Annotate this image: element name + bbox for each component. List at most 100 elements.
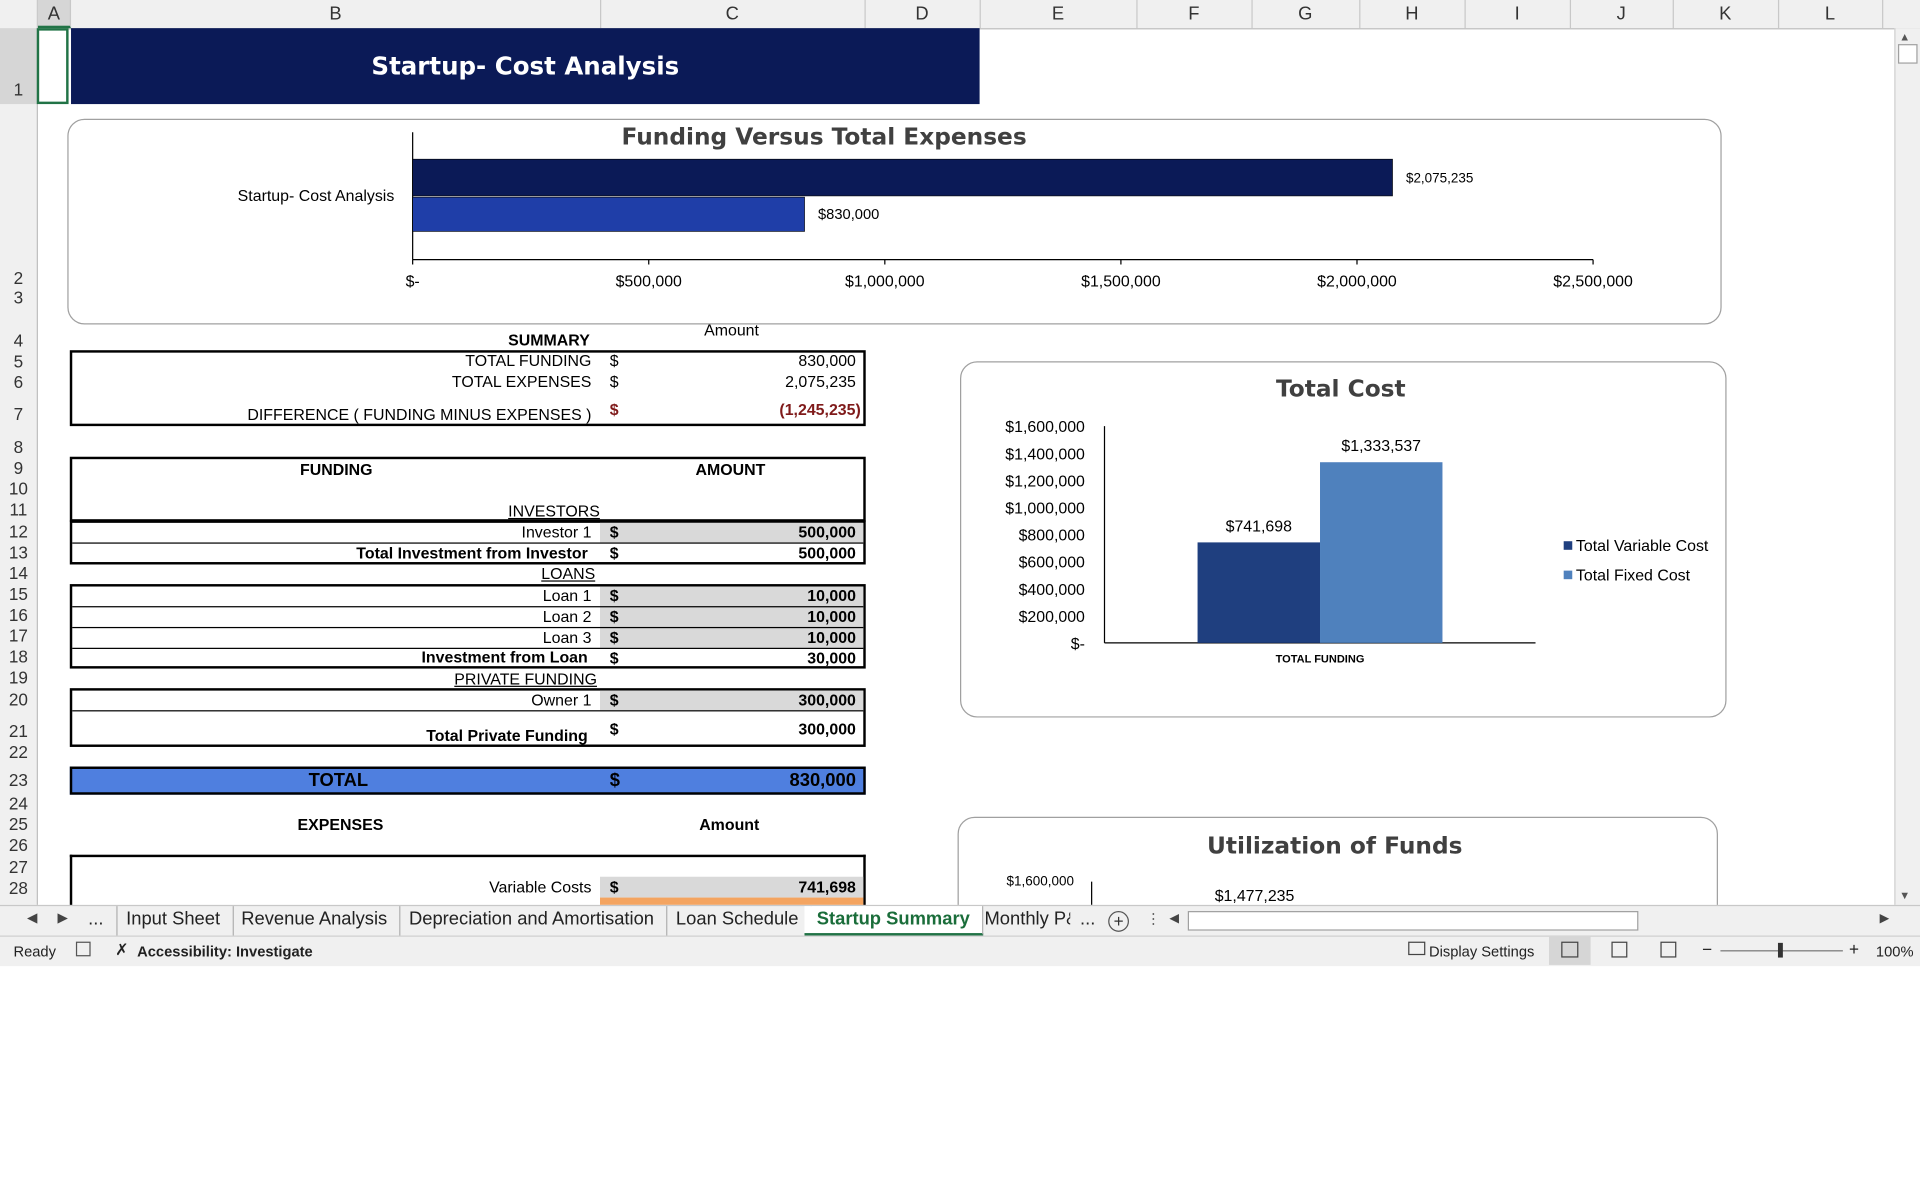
row-header-20[interactable]: 20 (8, 689, 28, 709)
column-header-i[interactable]: I (1465, 0, 1572, 29)
row-header-27[interactable]: 27 (8, 857, 28, 877)
row-header-25[interactable]: 25 (8, 814, 28, 834)
tab-monthly-pl[interactable]: Monthly P& (984, 908, 1071, 930)
private-total-cur[interactable]: $ (609, 720, 619, 739)
column-header-j[interactable]: J (1570, 0, 1674, 29)
row-header-12[interactable]: 12 (8, 521, 28, 542)
tab-more-right[interactable]: ... (1080, 908, 1096, 930)
loan2-value[interactable]: 10,000 (807, 607, 856, 626)
tab-scroll-right-icon[interactable]: ▶ (57, 911, 68, 926)
summary-cur-difference[interactable]: $ (609, 400, 619, 419)
loan2-label[interactable]: Loan 2 (542, 607, 592, 626)
tab-depreciation-amortisation[interactable]: Depreciation and Amortisation (397, 906, 668, 936)
zoom-in-icon[interactable]: + (1848, 939, 1860, 959)
status-display-settings[interactable]: Display Settings (1428, 942, 1535, 961)
select-all-corner[interactable] (0, 0, 38, 29)
summary-cur-total-funding[interactable]: $ (609, 351, 619, 370)
row-header-8[interactable]: 8 (13, 437, 24, 457)
zoom-out-icon[interactable]: − (1702, 939, 1713, 959)
row-header-13[interactable]: 13 (8, 542, 28, 563)
variable-costs-cur[interactable]: $ (609, 877, 619, 897)
row-header-21[interactable]: 21 (8, 721, 28, 741)
vertical-scrollbar[interactable]: ▲ ▼ (1894, 28, 1920, 905)
loan3-label[interactable]: Loan 3 (542, 628, 592, 647)
investor1-cur[interactable]: $ (609, 522, 619, 542)
column-header-b[interactable]: B (71, 0, 602, 29)
total-label[interactable]: TOTAL (308, 770, 369, 792)
variable-costs-label[interactable]: Variable Costs (489, 877, 592, 897)
add-sheet-icon[interactable]: + (1108, 911, 1129, 932)
column-header-g[interactable]: G (1251, 0, 1361, 29)
row-header-5[interactable]: 5 (13, 351, 24, 372)
row-header-22[interactable]: 22 (8, 742, 28, 762)
loan-total-cur[interactable]: $ (609, 648, 619, 668)
private-total-value[interactable]: 300,000 (798, 720, 856, 739)
scroll-down-icon[interactable]: ▼ (1899, 888, 1911, 902)
row-header-28[interactable]: 28 (8, 877, 28, 898)
total-value[interactable]: 830,000 (789, 770, 856, 792)
status-zoom[interactable]: 100% (1875, 942, 1914, 961)
row-header-3[interactable]: 3 (13, 287, 24, 308)
column-header-l[interactable]: L (1778, 0, 1884, 29)
tab-startup-summary[interactable]: Startup Summary (804, 906, 984, 936)
column-header-c[interactable]: C (600, 0, 866, 29)
column-header-d[interactable]: D (864, 0, 981, 29)
row-header-2[interactable]: 2 (13, 268, 24, 288)
total-cur[interactable]: $ (609, 770, 621, 792)
summary-value-total-funding[interactable]: 830,000 (798, 351, 856, 370)
row-header-18[interactable]: 18 (8, 646, 28, 667)
investor1-label[interactable]: Investor 1 (521, 522, 592, 542)
hscroll-right-icon[interactable]: ▶ (1879, 912, 1890, 926)
normal-view-button[interactable] (1548, 936, 1591, 965)
row-header-7[interactable]: 7 (13, 404, 24, 424)
tab-split-handle-icon[interactable]: ⋮ (1146, 909, 1161, 927)
loan1-label[interactable]: Loan 1 (542, 586, 592, 605)
summary-value-difference[interactable]: (1,245,235) (779, 400, 861, 419)
column-header-k[interactable]: K (1673, 0, 1780, 29)
investor1-value[interactable]: 500,000 (798, 522, 856, 542)
vertical-scroll-thumb[interactable] (1897, 44, 1918, 64)
tab-more-left[interactable]: ... (76, 906, 117, 936)
tab-input-sheet[interactable]: Input Sheet (114, 906, 234, 936)
summary-label-total-funding[interactable]: TOTAL FUNDING (465, 351, 592, 370)
summary-value-total-expenses[interactable]: 2,075,235 (785, 372, 856, 391)
tab-revenue-analysis[interactable]: Revenue Analysis (229, 906, 401, 936)
macro-record-icon[interactable] (75, 941, 91, 957)
status-accessibility[interactable]: Accessibility: Investigate (137, 942, 313, 961)
summary-cur-total-expenses[interactable]: $ (609, 372, 619, 391)
row-header-6[interactable]: 6 (13, 372, 24, 392)
chart-funding-vs-expenses[interactable] (67, 118, 1722, 325)
loan2-cur[interactable]: $ (609, 607, 619, 626)
row-header-17[interactable]: 17 (8, 625, 28, 646)
loan3-value[interactable]: 10,000 (807, 628, 856, 647)
row-header-16[interactable]: 16 (8, 604, 28, 625)
loan3-cur[interactable]: $ (609, 628, 619, 647)
row-header-1[interactable]: 1 (0, 28, 37, 105)
page-layout-icon[interactable] (1611, 941, 1628, 958)
column-header-f[interactable]: F (1136, 0, 1253, 29)
variable-costs-value[interactable]: 741,698 (798, 877, 856, 897)
selected-cell-a1[interactable] (36, 28, 69, 105)
row-header-4[interactable]: 4 (13, 330, 24, 351)
row-header-26[interactable]: 26 (8, 835, 28, 855)
row-header-15[interactable]: 15 (8, 584, 28, 604)
row-header-9[interactable]: 9 (13, 457, 24, 478)
loan1-value[interactable]: 10,000 (807, 586, 856, 605)
hscroll-left-icon[interactable]: ◀ (1169, 912, 1179, 926)
zoom-slider-thumb[interactable] (1777, 942, 1783, 958)
row-header-19[interactable]: 19 (8, 667, 28, 687)
row-header-11[interactable]: 11 (9, 499, 28, 520)
display-settings-icon[interactable] (1408, 941, 1426, 956)
investor-total-value[interactable]: 500,000 (798, 543, 856, 563)
row-header-14[interactable]: 14 (8, 563, 28, 583)
owner1-label[interactable]: Owner 1 (531, 690, 592, 709)
owner1-value[interactable]: 300,000 (798, 690, 856, 709)
loan1-cur[interactable]: $ (609, 586, 619, 605)
accessibility-icon[interactable]: ✗ (115, 940, 129, 959)
summary-label-total-expenses[interactable]: TOTAL EXPENSES (451, 372, 592, 391)
investor-total-cur[interactable]: $ (609, 543, 619, 563)
column-header-h[interactable]: H (1359, 0, 1466, 29)
column-header-a[interactable]: A (37, 0, 72, 29)
owner1-cur[interactable]: $ (609, 690, 619, 709)
horizontal-scroll-thumb[interactable] (1187, 911, 1639, 931)
